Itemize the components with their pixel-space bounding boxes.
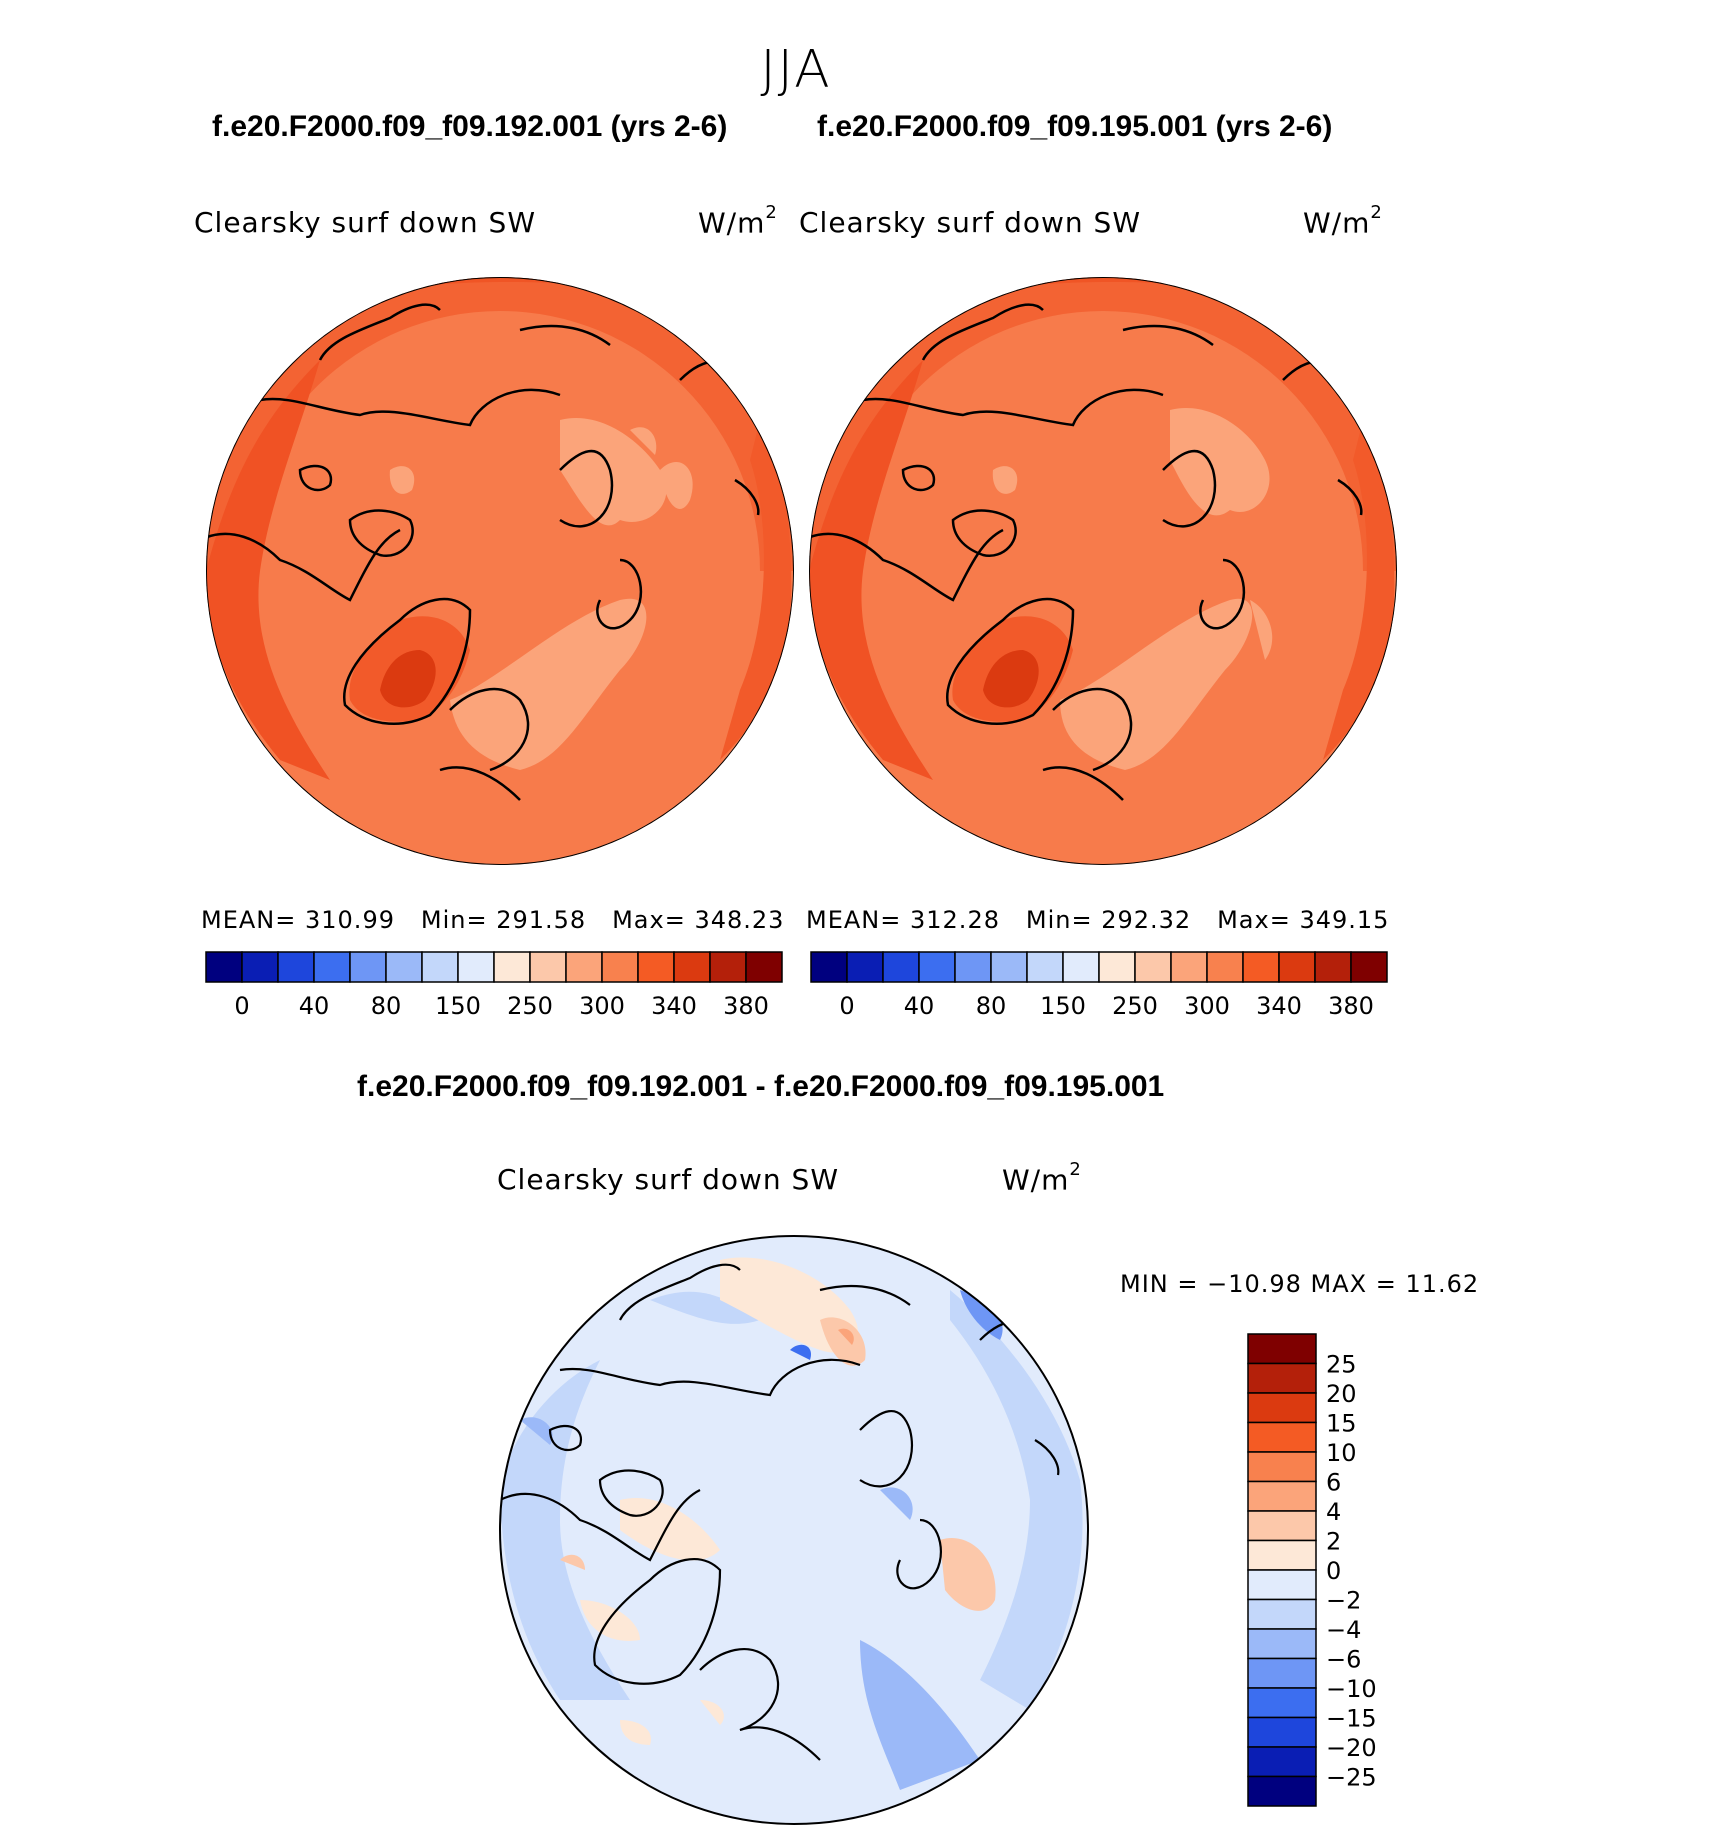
- field-label-left: Clearsky surf down SW: [194, 206, 537, 239]
- colorbar-tick-label: 150: [435, 992, 481, 1020]
- colorbar-tick-label: 15: [1326, 1410, 1357, 1438]
- colorbar-swatch: [1247, 1569, 1317, 1601]
- colorbar-tick-label: −15: [1326, 1705, 1377, 1733]
- colorbar-swatch: [1247, 1716, 1317, 1748]
- colorbar-swatch: [1278, 951, 1316, 983]
- stats-left: MEAN= 310.99 Min= 291.58 Max= 348.23: [201, 906, 785, 934]
- colorbar-swatch: [1247, 1746, 1317, 1778]
- colorbar-swatch: [1247, 1333, 1317, 1365]
- colorbar-tick-label: −25: [1326, 1764, 1377, 1792]
- colorbar-swatch: [1247, 1628, 1317, 1660]
- colorbar-right: 0 40 80 150 250 300 340 380: [810, 951, 1388, 1020]
- colorbar-swatch: [1247, 1657, 1317, 1689]
- colorbar-tick-label: 340: [651, 992, 697, 1020]
- colorbar-swatch: [601, 951, 639, 983]
- colorbar-tick-label: 40: [299, 992, 330, 1020]
- colorbar-tick-label: 6: [1326, 1469, 1341, 1497]
- colorbar-tick-label: 10: [1326, 1439, 1357, 1467]
- units-label-diff: W/m2: [1002, 1159, 1082, 1197]
- colorbar-tick-label: 250: [1112, 992, 1158, 1020]
- colorbar-tick-label: 4: [1326, 1498, 1341, 1526]
- colorbar-tick-label: −20: [1326, 1734, 1377, 1762]
- diff-title: f.e20.F2000.f09_f09.192.001 - f.e20.F200…: [357, 1070, 1165, 1103]
- colorbar-swatch: [205, 951, 243, 983]
- stats-right: MEAN= 312.28 Min= 292.32 Max= 349.15: [806, 906, 1390, 934]
- colorbar-swatch: [421, 951, 459, 983]
- colorbar-tick-label: 380: [1328, 992, 1374, 1020]
- colorbar-swatch: [1242, 951, 1280, 983]
- colorbar-tick-label: −6: [1326, 1646, 1361, 1674]
- colorbar-swatch: [1314, 951, 1352, 983]
- top-maps: [206, 277, 1397, 865]
- units-label-left: W/m2: [698, 202, 778, 240]
- colorbar-tick-label: 340: [1256, 992, 1302, 1020]
- colorbar-tick-label: 150: [1040, 992, 1086, 1020]
- colorbar-swatch: [1026, 951, 1064, 983]
- colorbar-swatch: [637, 951, 675, 983]
- colorbar-tick-label: 0: [839, 992, 854, 1020]
- colorbar-swatch: [1247, 1392, 1317, 1424]
- colorbar-tick-label: 0: [1326, 1557, 1341, 1585]
- colorbar-swatch: [1247, 1775, 1317, 1807]
- colorbar-tick-label: 80: [371, 992, 402, 1020]
- season-title: JJA: [760, 40, 832, 100]
- colorbar-swatch: [1247, 1480, 1317, 1512]
- colorbar-swatch: [745, 951, 783, 983]
- colorbar-tick-label: 300: [1184, 992, 1230, 1020]
- colorbar-tick-label: 0: [234, 992, 249, 1020]
- colorbar-tick-label: −10: [1326, 1675, 1377, 1703]
- colorbar-swatch: [1062, 951, 1100, 983]
- map-left-base: [206, 277, 794, 865]
- colorbar-tick-label: 300: [579, 992, 625, 1020]
- colorbar-swatch: [385, 951, 423, 983]
- colorbar-swatch: [313, 951, 351, 983]
- colorbar-swatch: [918, 951, 956, 983]
- colorbar-swatch: [277, 951, 315, 983]
- colorbar-swatch: [673, 951, 711, 983]
- colorbar-left: 0 40 80 150 250 300 340 380: [205, 951, 783, 1020]
- colorbar-swatch: [1247, 1451, 1317, 1483]
- map-left: [206, 277, 794, 865]
- colorbar-swatch: [1350, 951, 1388, 983]
- colorbar-swatch: [1247, 1687, 1317, 1719]
- map-right-base: [809, 277, 1397, 865]
- colorbar-tick-label: 25: [1326, 1351, 1357, 1379]
- colorbar-tick-label: −2: [1326, 1587, 1361, 1615]
- colorbar-tick-label: −4: [1326, 1616, 1361, 1644]
- case-title-right: f.e20.F2000.f09_f09.195.001 (yrs 2-6): [817, 110, 1333, 143]
- colorbar-swatch: [1170, 951, 1208, 983]
- colorbar-tick-label: 40: [904, 992, 935, 1020]
- colorbar-swatch: [1247, 1598, 1317, 1630]
- colorbar-swatch: [457, 951, 495, 983]
- colorbar-swatch: [1247, 1510, 1317, 1542]
- colorbar-tick-label: 380: [723, 992, 769, 1020]
- case-title-left: f.e20.F2000.f09_f09.192.001 (yrs 2-6): [212, 110, 728, 143]
- field-label-diff: Clearsky surf down SW: [497, 1163, 840, 1196]
- units-label-right: W/m2: [1303, 202, 1383, 240]
- colorbar-swatch: [990, 951, 1028, 983]
- colorbar-swatch: [1134, 951, 1172, 983]
- colorbar-tick-label: 2: [1326, 1528, 1341, 1556]
- colorbar-swatch: [709, 951, 747, 983]
- colorbar-tick-label: 20: [1326, 1380, 1357, 1408]
- colorbar-tick-label: 250: [507, 992, 553, 1020]
- diff-minmax: MIN = −10.98 MAX = 11.62: [1120, 1270, 1480, 1298]
- field-label-right: Clearsky surf down SW: [799, 206, 1142, 239]
- colorbar-swatch: [846, 951, 884, 983]
- map-right: [809, 277, 1397, 865]
- colorbar-swatch: [1247, 1421, 1317, 1453]
- colorbar-tick-label: 80: [976, 992, 1007, 1020]
- colorbar-swatch: [1247, 1539, 1317, 1571]
- colorbar-swatch: [1247, 1362, 1317, 1394]
